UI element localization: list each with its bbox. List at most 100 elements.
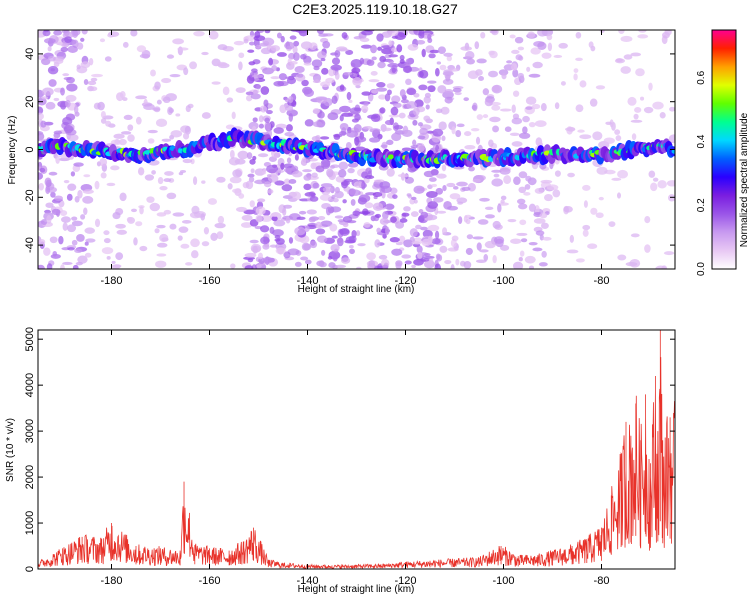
spectrogram-noise-cell [256,264,262,269]
spectrogram-noise-cell [292,191,302,201]
spectrogram-noise-cell [203,227,210,235]
spectrogram-noise-cell [573,68,579,73]
spectrogram-noise-cell [617,169,629,179]
spectrogram-noise-cell [62,31,74,39]
spectrogram-noise-cell [532,247,543,252]
spectrogram-noise-cell [38,130,44,136]
spectrogram-noise-cell [306,209,317,215]
spectrogram-noise-cell [537,41,547,51]
spectrogram-noise-cell [532,61,543,69]
spectrogram-noise-cell [294,261,302,267]
spectrogram-noise-cell [588,41,594,48]
spectrogram-noise-cell [644,244,651,253]
spectrogram-noise-cell [156,212,167,217]
spectrogram-noise-cell [251,74,264,78]
spectrogram-noise-cell [288,96,294,104]
spectrogram-noise-cell [283,178,291,186]
spectrogram-noise-cell [60,87,65,96]
colorbar-tick-label: 0.2 [696,198,707,212]
spectrogram-noise-cell [228,157,241,166]
spectrogram-noise-cell [499,167,511,175]
spectrogram-noise-cell [454,91,462,96]
spectrogram-noise-cell [304,259,312,265]
spectrogram-noise-cell [427,85,436,93]
spectrogram-noise-cell [81,30,88,35]
spectrogram-noise-cell [157,242,168,248]
spectrogram-noise-cell [235,87,246,93]
spectrogram-noise-cell [359,57,365,65]
spectrogram-noise-cell [115,223,126,229]
spectrogram-noise-cell [82,196,94,204]
spectrogram-noise-cell [398,235,406,244]
spectrogram-noise-cell [349,248,355,255]
spectrogram-noise-cell [334,264,347,269]
spectrogram-noise-cell [257,252,263,260]
spectrogram-noise-cell [207,198,218,205]
spectrogram-noise-cell [177,235,183,241]
spectrogram-noise-cell [270,76,280,80]
spectrogram-noise-cell [464,214,472,219]
spectrogram-noise-cell [115,252,124,261]
spectrogram-noise-cell [217,215,225,224]
spectrogram-noise-cell [156,224,166,229]
spectrogram-noise-cell [392,194,398,199]
spectrogram-noise-cell [599,30,605,34]
spectrogram-noise-cell [287,248,300,256]
spectrogram-noise-cell [235,206,248,212]
spectrogram-noise-cell [201,241,210,247]
spectrogram-noise-cell [189,211,202,219]
spectrogram-noise-cell [66,133,79,142]
spectrogram-noise-cell [313,65,320,71]
spectrogram-noise-cell [463,260,472,269]
spectrogram-noise-cell [135,95,148,100]
spectrogram-noise-cell [144,174,155,181]
spectrogram-noise-cell [618,30,625,35]
spectrogram-noise-cell [201,180,206,184]
spectrogram-noise-cell [275,247,286,255]
spectrogram-noise-cell [488,70,499,78]
spectrogram-noise-cell [345,236,355,244]
spectrogram-noise-cell [427,224,440,232]
spectrogram-noise-cell [384,203,395,210]
spectrogram-noise-cell [311,172,318,178]
spectrogram-noise-cell [238,61,243,71]
spectrogram-noise-cell [285,124,293,132]
spectrogram-noise-cell [371,89,379,94]
spectrogram-noise-cell [369,128,381,133]
spectrogram-noise-cell [155,118,168,128]
spectrogram-noise-cell [421,48,426,58]
spectrogram-noise-cell [434,263,441,269]
spectrogram-noise-cell [84,241,89,246]
spectrogram-noise-cell [38,264,45,269]
spectrogram-noise-cell [416,245,423,254]
spectrogram-noise-cell [437,46,447,55]
spectrogram-noise-cell [447,247,459,252]
spectrogram-noise-cell [371,56,377,61]
spectrogram-noise-cell [311,59,323,68]
spectrogram-noise-cell [579,134,592,140]
spectrogram-noise-cell [91,73,104,78]
spectrogram-noise-cell [432,128,444,137]
spectrogram-noise-cell [113,133,125,139]
spectrogram-noise-cell [43,30,49,33]
spectrogram-noise-cell [596,166,608,175]
spectrogram-noise-cell [360,44,372,49]
spectrogram-noise-cell [238,52,245,59]
spectrogram-noise-cell [349,245,354,249]
spectrogram-noise-cell [428,177,437,182]
spectrogram-noise-cell [375,87,388,92]
spectrogram-noise-cell [106,182,116,187]
spectrogram-noise-cell [518,171,528,179]
spectrogram-noise-cell [131,208,137,213]
spectrogram-noise-cell [582,224,591,231]
spectrogram-noise-cell [249,200,255,208]
spectrogram-noise-cell [664,30,672,36]
spectrogram-noise-cell [184,125,191,135]
spectrogram-noise-cell [76,64,81,70]
y-tick-label: 2000 [24,465,36,489]
spectrogram-noise-cell [46,215,52,224]
spectrogram-noise-cell [534,187,545,194]
spectrogram-noise-cell [399,218,408,223]
colorbar-tick-label: 0.4 [696,134,707,148]
spectrogram-noise-cell [595,212,604,219]
